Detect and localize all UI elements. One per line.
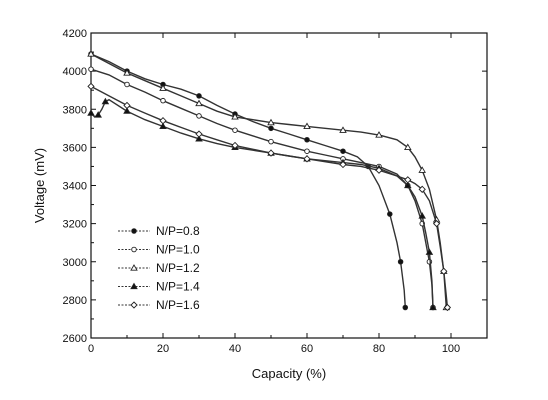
series-line [90,98,434,308]
data-point [425,248,434,255]
data-point [418,166,426,173]
y-tick-label: 2800 [63,295,87,307]
series-4 [87,97,437,311]
series-5 [87,82,452,312]
data-point [339,160,347,169]
data-point [195,134,203,142]
data-point [94,111,102,118]
data-point [440,267,448,275]
data-point [123,101,131,110]
data-point [231,141,239,150]
data-point [87,109,95,116]
data-point [397,259,404,265]
data-point [159,84,167,91]
y-axis-title: Voltage (mV) [32,148,47,223]
data-point [159,122,167,130]
data-point [231,112,239,120]
data-point [418,212,426,219]
x-tick-label: 60 [301,343,313,355]
data-point [443,303,452,312]
data-point [123,107,131,114]
data-point [267,118,275,126]
x-axis-title: Capacity (%) [252,366,326,381]
series-line [90,68,434,308]
data-point [232,127,238,133]
legend-label: N/P=0.8 [156,224,200,238]
legend-label: N/P=1.4 [156,280,200,294]
data-point [304,148,310,154]
x-tick-label: 20 [157,343,169,355]
y-tick-label: 3000 [63,257,87,269]
data-point [404,176,412,184]
data-point [303,122,311,130]
data-point [195,99,203,107]
series-2 [88,66,436,311]
data-point [159,117,167,125]
data-point [340,148,346,154]
data-point [402,304,409,311]
legend-item: N/P=1.2 [118,261,200,275]
series-3 [87,50,451,311]
data-point [101,97,110,105]
y-tick-label: 3600 [63,142,87,154]
legend-marker [131,228,137,234]
data-point [123,69,131,76]
y-tick-label: 4200 [63,28,87,40]
series-1 [88,51,409,311]
data-point [375,131,383,138]
legend-item: N/P=1.6 [118,298,200,312]
legend-item: N/P=0.8 [118,224,200,238]
data-point [268,138,274,145]
series-line [90,53,406,308]
data-point [304,136,310,143]
legend: N/P=0.8 N/P=1.0 N/P=1.2 N/P=1.4 N/P=1.6 [118,224,200,312]
data-point [196,113,202,119]
legend-label: N/P=1.0 [156,243,200,257]
series-line [90,85,449,308]
data-point [267,149,275,157]
data-point [432,219,441,228]
data-point [195,130,203,138]
axis-ticks: 0 20 40 60 80 100 2600 2800 3000 3200 3400 3600 3800… [63,28,487,355]
series-line [90,53,447,308]
data-point [124,81,130,88]
legend-marker [130,282,138,290]
y-tick-label: 3800 [63,104,87,116]
data-point [429,303,437,311]
legend-item: N/P=1.0 [118,243,200,257]
data-point [404,181,412,189]
y-tick-label: 2600 [63,333,87,345]
y-tick-label: 3400 [63,181,87,193]
y-tick-label: 4000 [63,66,87,78]
x-tick-label: 40 [229,343,241,355]
data-point [87,50,95,57]
data-point [404,143,412,151]
data-point [196,93,202,99]
legend-marker [131,246,137,253]
data-point [418,185,426,193]
legend-label: N/P=1.2 [156,261,200,275]
data-point [268,125,274,132]
data-point [303,155,311,163]
data-point [339,126,347,133]
series-layer [87,50,452,312]
data-point [88,66,94,72]
x-tick-label: 100 [442,343,460,355]
x-tick-label: 80 [373,343,385,355]
x-tick-label: 0 [88,343,94,355]
data-point [160,97,166,104]
data-point [387,211,393,217]
data-point [87,82,95,91]
legend-marker [130,301,138,309]
legend-label: N/P=1.6 [156,298,200,312]
legend-marker [130,264,138,271]
y-tick-label: 3200 [63,219,87,231]
data-point [375,166,383,174]
legend-item: N/P=1.4 [118,280,200,294]
